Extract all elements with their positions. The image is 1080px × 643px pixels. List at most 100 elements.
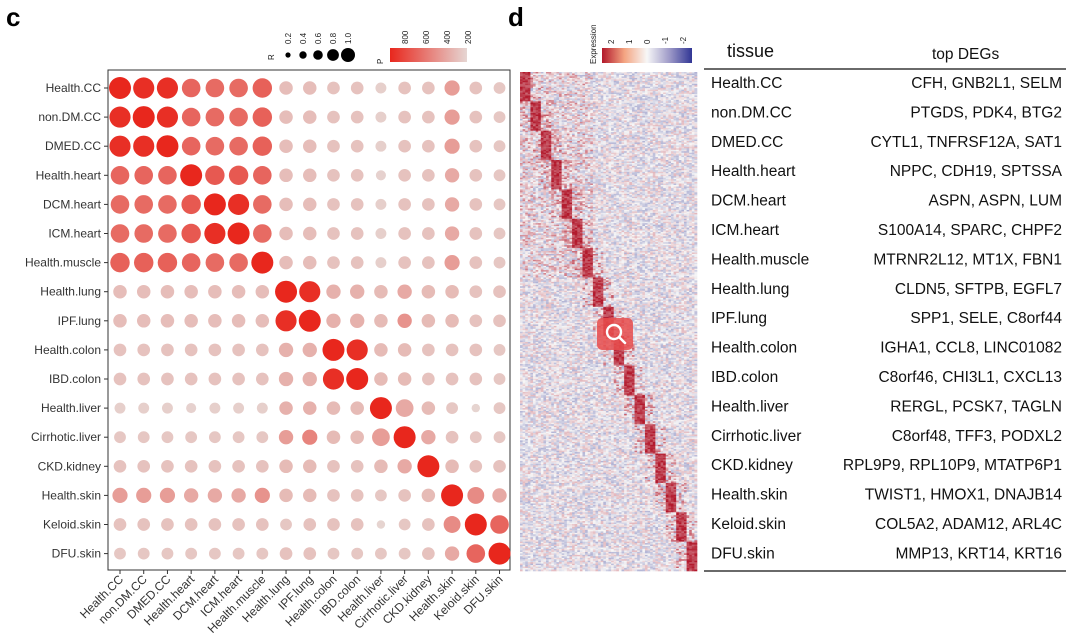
heatmap-cell	[676, 73, 680, 76]
heatmap-cell	[611, 88, 614, 90]
heatmap-cell	[605, 72, 609, 74]
heatmap-cell	[608, 77, 612, 80]
heatmap-cell	[608, 83, 612, 86]
heatmap-cell	[546, 91, 549, 93]
heatmap-cell	[587, 88, 591, 90]
heatmap-cell	[613, 95, 617, 98]
heatmap-cell	[559, 72, 562, 74]
heatmap-cell	[637, 92, 641, 95]
heatmap-cell	[579, 99, 583, 102]
heatmap-cell	[538, 111, 542, 114]
heatmap-cell	[665, 98, 669, 101]
heatmap-cell	[561, 83, 565, 86]
heatmap-cell	[694, 77, 698, 80]
heatmap-cell	[535, 94, 539, 96]
heatmap-cell	[621, 101, 625, 104]
heatmap-cell	[683, 82, 687, 85]
heatmap-cell	[520, 91, 523, 93]
heatmap-cell	[613, 77, 617, 80]
heatmap-cell	[647, 73, 651, 76]
heatmap-cell	[642, 77, 646, 80]
heatmap-cell	[624, 114, 628, 117]
heatmap-cell	[660, 107, 664, 109]
heatmap-cell	[564, 74, 568, 77]
heatmap-cell	[546, 111, 549, 114]
heatmap-cell	[673, 114, 677, 117]
dot-IPF.lung-DCM.heart	[208, 314, 222, 328]
heatmap-cell	[585, 110, 588, 112]
dot-Cirrhotic.liver-CKD.kidney	[421, 430, 436, 445]
size-legend-label: 0.6	[314, 32, 323, 44]
heatmap-cell	[548, 105, 552, 108]
heatmap-cell	[603, 110, 607, 112]
dot-Health.colon-Health.muscle	[255, 343, 269, 357]
heatmap-cell	[650, 77, 654, 80]
heatmap-cell	[621, 86, 625, 89]
heatmap-cell	[530, 92, 534, 95]
heatmap-cell	[600, 117, 604, 120]
heatmap-cell	[626, 104, 630, 107]
heatmap-cell	[548, 88, 552, 90]
heatmap-cell	[579, 92, 583, 95]
heatmap-cell	[553, 83, 557, 86]
heatmap-cell	[579, 101, 583, 104]
dot-Health.skin-DMED.CC	[159, 487, 176, 503]
heatmap-cell	[559, 91, 562, 93]
dot-Health.colon-DFU.skin	[493, 344, 506, 356]
heatmap-cell	[613, 111, 617, 114]
heatmap-cell	[665, 85, 669, 87]
heatmap-cell	[694, 113, 698, 115]
heatmap-cell	[595, 99, 599, 102]
dot-DFU.skin-ICM.heart	[232, 547, 245, 560]
heatmap-cell	[559, 102, 562, 105]
heatmap-cell	[522, 94, 526, 96]
dot-Health.liver-DFU.skin	[493, 402, 506, 414]
heatmap-cell	[637, 96, 641, 99]
heatmap-cell	[600, 107, 604, 109]
row-label: Health.liver	[41, 401, 101, 415]
heatmap-cell	[582, 114, 586, 117]
heatmap-cell	[590, 80, 594, 83]
dot-Health.muscle-Health.lung	[279, 255, 293, 270]
heatmap-cell	[665, 111, 669, 114]
heatmap-cell	[652, 108, 656, 111]
color-legend-bar	[390, 48, 467, 62]
heatmap-cell	[694, 74, 698, 77]
dot-Health.CC-DFU.skin	[493, 82, 506, 94]
heatmap-cell	[561, 113, 565, 115]
heatmap-cell	[639, 91, 643, 93]
heatmap-cell	[678, 77, 682, 80]
heatmap-cell	[566, 98, 570, 101]
heatmap-cell	[647, 88, 651, 90]
heatmap-cell	[595, 91, 599, 93]
heatmap-cell	[540, 107, 544, 109]
dot-Health.muscle-Keloid.skin	[469, 256, 483, 269]
dot-CKD.kidney-Health.colon	[327, 459, 340, 473]
dot-non.DM.CC-Keloid.skin	[469, 110, 483, 124]
heatmap-cell	[655, 72, 659, 74]
heatmap-cell	[543, 72, 547, 74]
heatmap-cell	[572, 99, 575, 102]
heatmap-cell	[686, 98, 690, 101]
heatmap-cell	[540, 72, 544, 74]
heatmap-cell	[668, 73, 672, 76]
heatmap-cell	[681, 98, 685, 101]
heatmap-cell	[626, 113, 630, 115]
heatmap-cell	[564, 95, 568, 98]
heatmap-cell	[579, 72, 583, 74]
heatmap-cell	[608, 111, 612, 114]
heatmap-cell	[613, 104, 617, 107]
heatmap-cell	[611, 83, 614, 86]
heatmap-cell	[694, 91, 698, 93]
heatmap-cell	[582, 77, 586, 80]
heatmap-cell	[520, 111, 523, 114]
heatmap-cell	[665, 104, 669, 107]
heatmap-cell	[613, 86, 617, 89]
heatmap-cell	[605, 101, 609, 104]
heatmap-cell	[520, 72, 523, 74]
heatmap-cell	[652, 77, 656, 80]
heatmap-cell	[670, 83, 674, 86]
heatmap-cell	[637, 83, 641, 86]
heatmap-cell	[639, 72, 643, 74]
heatmap-cell	[553, 96, 557, 99]
